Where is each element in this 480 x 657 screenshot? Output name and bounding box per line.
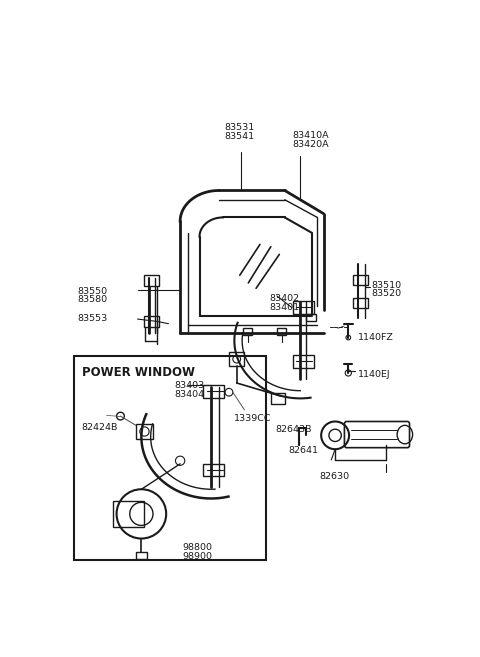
Text: 98800: 98800: [182, 543, 213, 552]
Text: 83404: 83404: [175, 390, 205, 399]
Text: 83410A: 83410A: [292, 131, 329, 140]
Text: 83541: 83541: [224, 132, 254, 141]
Text: 83510: 83510: [372, 281, 402, 290]
Text: 1339CC: 1339CC: [234, 414, 272, 423]
Text: 82424B: 82424B: [81, 423, 117, 432]
Text: 83401: 83401: [269, 303, 300, 312]
Text: 82630: 82630: [320, 472, 350, 480]
Text: POWER WINDOW: POWER WINDOW: [82, 366, 195, 379]
Bar: [74, 356, 266, 560]
Text: 1140EJ: 1140EJ: [359, 370, 391, 379]
Text: 83553: 83553: [77, 313, 108, 323]
Text: 83550: 83550: [77, 286, 107, 296]
Text: 82643B: 82643B: [276, 425, 312, 434]
Text: 82641: 82641: [288, 446, 319, 455]
Text: 98900: 98900: [182, 552, 213, 560]
Text: 83520: 83520: [372, 289, 402, 298]
Text: 1140FZ: 1140FZ: [359, 333, 394, 342]
Text: 83402: 83402: [269, 294, 300, 304]
Text: 83420A: 83420A: [292, 140, 329, 148]
Text: 83580: 83580: [77, 295, 107, 304]
Text: 83531: 83531: [224, 124, 254, 133]
Text: 83403: 83403: [175, 382, 205, 390]
